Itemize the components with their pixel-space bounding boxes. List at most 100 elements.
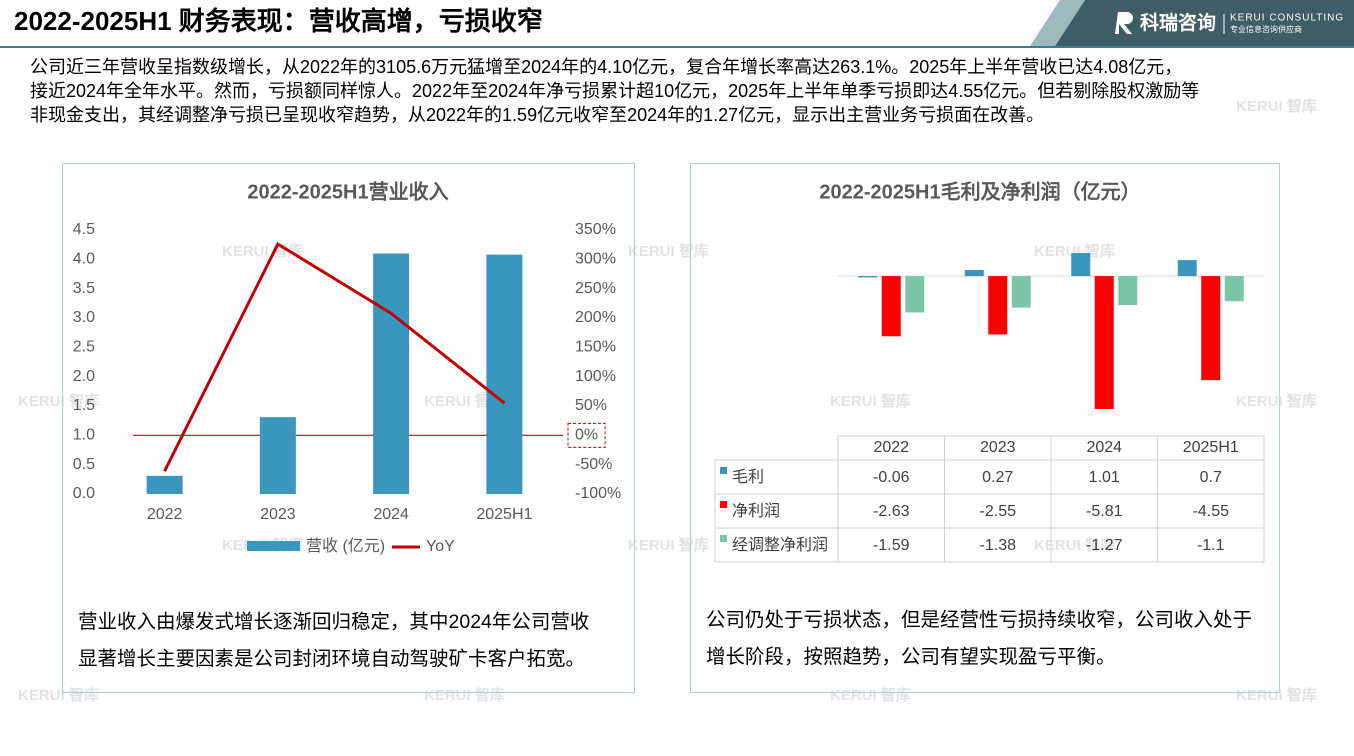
watermark: KERUI 智库: [424, 686, 505, 704]
legend-label: 经调整净利润: [732, 536, 828, 554]
y2-tick-label: -50%: [575, 456, 612, 473]
watermark: KERUI 智库: [1034, 242, 1115, 260]
watermark: KERUI 智库: [424, 392, 505, 410]
x-tick-label: 2024: [373, 506, 409, 523]
watermark: KERUI 智库: [1034, 536, 1115, 554]
y2-tick-label: 100%: [575, 368, 616, 385]
watermark: KERUI 智库: [18, 392, 99, 410]
y2-tick-label: 150%: [575, 339, 616, 356]
table-header: 2023: [980, 439, 1016, 456]
y2-tick-label: 200%: [575, 309, 616, 326]
y2-tick-label: -100%: [575, 485, 621, 502]
table-value: 0.7: [1200, 469, 1222, 486]
y-tick-label: 0.0: [73, 485, 95, 502]
line-series: [163, 241, 506, 472]
table-value: -4.55: [1193, 503, 1230, 520]
watermark: KERUI 智库: [18, 686, 99, 704]
y-tick-label: 1.0: [73, 427, 95, 444]
y2-tick-label: 350%: [575, 221, 616, 238]
bar: [881, 276, 901, 337]
watermark: KERUI 智库: [1236, 97, 1317, 115]
watermark: KERUI 智库: [1236, 392, 1317, 410]
watermarks: KERUI 智库 KERUI 智库 KERUI 智库 KERUI 智库 KERUI 智库…: [18, 97, 1317, 704]
bar: [964, 269, 984, 277]
table-header: 2024: [1086, 439, 1122, 456]
brand-english: KERUI CONSULTING: [1230, 13, 1344, 24]
table-value: 1.01: [1089, 469, 1120, 486]
table-value: -1.27: [1086, 537, 1123, 554]
brand-name: 科瑞咨询: [1140, 11, 1216, 34]
panel-border: [690, 163, 1280, 693]
brand-sub: 专业信息咨询供应商: [1230, 24, 1302, 34]
table-value: -2.55: [980, 503, 1017, 520]
highlight-box: [567, 422, 606, 448]
table-value: 0.27: [982, 469, 1013, 486]
bar: [486, 254, 523, 494]
legend-label: 净利润: [732, 502, 780, 520]
chart-title: 2022-2025H1毛利及净利润（亿元）: [819, 179, 1140, 203]
slide-title: 2022-2025H1 财务表现：营收高增，亏损收窄: [14, 6, 543, 36]
chart-title: 2022-2025H1营业收入: [247, 179, 448, 203]
y2-tick-label: 50%: [575, 397, 607, 414]
caption-line: 公司仍处于亏损状态，但是经营性亏损持续收窄，公司收入处于: [706, 609, 1253, 631]
table-value: -1.59: [873, 537, 910, 554]
y-tick-label: 2.5: [73, 339, 95, 356]
y2-tick-label: 0%: [575, 427, 598, 444]
y2-tick-label: 300%: [575, 251, 616, 268]
table-value: -2.63: [873, 503, 910, 520]
y-tick-label: 4.0: [73, 251, 95, 268]
caption-line: 显著增长主要因素是公司封闭环境自动驾驶矿卡客户拓宽。: [78, 648, 586, 670]
watermark: KERUI 智库: [628, 536, 709, 554]
watermark: KERUI 智库: [628, 242, 709, 260]
table-value: -1.1: [1197, 537, 1225, 554]
caption: 公司仍处于亏损状态，但是经营性亏损持续收窄，公司收入处于 增长阶段，按照趋势，公司…: [706, 602, 1252, 676]
y-tick-label: 3.5: [73, 280, 95, 297]
intro-text: 公司近三年营收呈指数级增长，从2022年的3105.6万元猛增至2024年的4.…: [30, 55, 1199, 127]
y-tick-label: 1.5: [73, 397, 95, 414]
header-banner: [1055, 0, 1354, 46]
table-header: 2025H1: [1183, 439, 1239, 456]
table-value: -0.06: [873, 469, 910, 486]
legend-swatch: [720, 501, 727, 508]
y2-tick-label: 250%: [575, 280, 616, 297]
intro-line: 非现金支出，其经调整净亏损已呈现收窄趋势，从2022年的1.59亿元收窄至202…: [30, 105, 1045, 125]
legend-swatch: [247, 541, 300, 551]
watermark: KERUI 智库: [830, 686, 911, 704]
bar: [1224, 276, 1244, 302]
intro-line: 接近2024年全年水平。然而，亏损额同样惊人。2022年至2024年净亏损累计超…: [30, 81, 1200, 101]
caption-line: 营业收入由爆发式增长逐渐回归稳定，其中2024年公司营收: [78, 611, 590, 633]
caption: 营业收入由爆发式增长逐渐回归稳定，其中2024年公司营收 显著增长主要因素是公司封…: [78, 604, 589, 678]
x-tick-label: 2025H1: [476, 506, 532, 523]
table-value: -1.38: [980, 537, 1017, 554]
bar: [1177, 260, 1197, 277]
bar: [1071, 253, 1091, 277]
watermark: KERUI 智库: [830, 392, 911, 410]
table-header: 2022: [873, 439, 909, 456]
bar: [259, 417, 296, 494]
header-banner-strip: [1030, 0, 1085, 46]
bar: [858, 276, 878, 278]
panel-border: [62, 163, 635, 693]
brand-logo: [1115, 12, 1133, 34]
legend-swatch: [720, 467, 727, 474]
bar: [1011, 276, 1031, 308]
intro-line: 公司近三年营收呈指数级增长，从2022年的3105.6万元猛增至2024年的4.…: [30, 57, 1183, 77]
watermark: KERUI 智库: [1236, 686, 1317, 704]
caption-line: 增长阶段，按照趋势，公司有望实现盈亏平衡。: [706, 646, 1116, 668]
y-tick-label: 4.5: [73, 221, 95, 238]
y-tick-label: 2.0: [73, 368, 95, 385]
bar: [146, 475, 183, 494]
x-tick-label: 2022: [147, 506, 183, 523]
legend-label: 毛利: [732, 468, 764, 486]
bar: [1118, 276, 1138, 306]
bar: [1201, 276, 1221, 381]
bar: [373, 253, 410, 494]
bar: [988, 276, 1008, 335]
table-value: -5.81: [1086, 503, 1123, 520]
legend-swatch: [720, 535, 727, 542]
y-tick-label: 0.5: [73, 456, 95, 473]
y-tick-label: 3.0: [73, 309, 95, 326]
legend-label: 营收 (亿元): [306, 537, 385, 555]
